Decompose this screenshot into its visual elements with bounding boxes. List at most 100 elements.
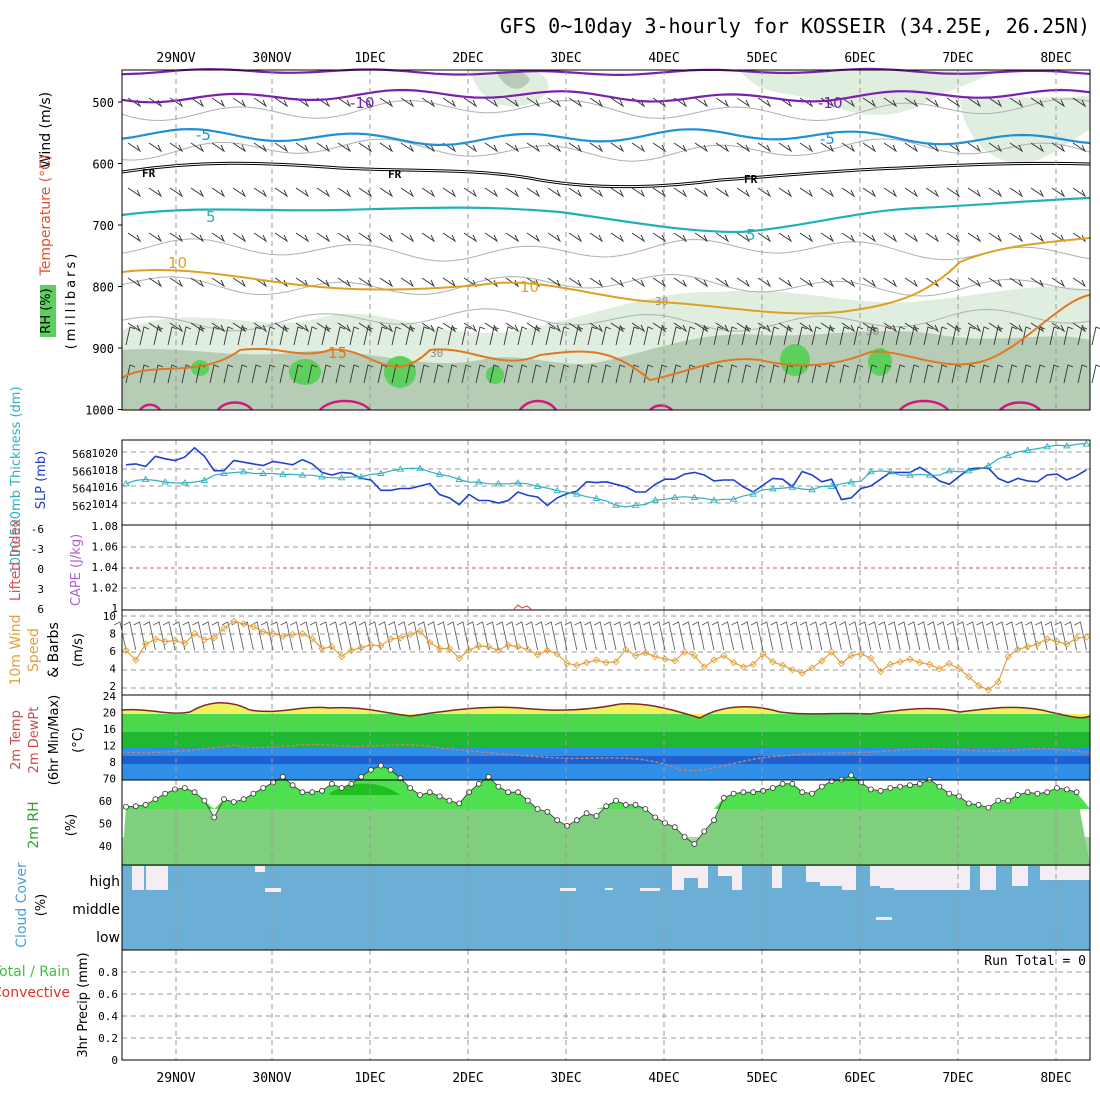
- thickness-marker: [200, 476, 209, 483]
- upper-frame: [121, 69, 1091, 411]
- wind10-barbs: [113, 621, 1087, 651]
- label-10-a: 10: [168, 254, 187, 272]
- barb: [463, 142, 478, 153]
- wind10-speed-marker: [122, 646, 130, 654]
- thickness-marker: [925, 471, 934, 478]
- rh2m-marker: [250, 790, 257, 797]
- precip-tick-3: 0.2: [98, 1032, 118, 1045]
- wind10-speed-marker: [465, 646, 473, 654]
- rh2m-marker: [573, 817, 580, 824]
- cloud-gap-mid: [876, 917, 892, 920]
- rh2m-marker: [505, 789, 512, 796]
- barb: [568, 232, 583, 243]
- barb: [778, 97, 793, 108]
- temp-tick-2: 16: [103, 723, 116, 736]
- barb: [232, 232, 247, 243]
- barb: [820, 277, 835, 288]
- thickness-marker: [808, 485, 816, 493]
- barb: [736, 187, 751, 198]
- rh2m-marker: [240, 796, 247, 803]
- wind10-barb: [741, 621, 754, 651]
- wind10-barb: [780, 621, 793, 651]
- barb: [685, 364, 696, 384]
- barb: [211, 142, 226, 153]
- barb: [1030, 232, 1045, 243]
- wind10-speed-marker: [925, 660, 934, 669]
- upper-tick-2: 700: [92, 219, 114, 233]
- wind10-speed-marker: [749, 660, 757, 669]
- barb: [967, 97, 982, 108]
- barb: [139, 364, 150, 384]
- cloud-ylabel: Cloud Cover: [14, 862, 30, 948]
- cloud-level-low: low: [96, 930, 120, 946]
- wind10-speed-marker: [298, 629, 307, 638]
- wind10-barb: [907, 621, 921, 651]
- rh2m-marker: [348, 780, 355, 787]
- rh-contour-0: [121, 98, 1091, 122]
- wind10-speed-marker: [377, 642, 385, 650]
- wind10-speed-marker: [435, 644, 444, 653]
- barb: [736, 142, 751, 153]
- thickness-marker: [318, 473, 326, 480]
- barb: [629, 364, 640, 384]
- barb: [463, 187, 478, 198]
- upper-tick-5: 1000: [85, 404, 114, 418]
- barb: [505, 142, 520, 153]
- thickness-marker: [573, 490, 581, 497]
- rh-green-blob-0: [191, 360, 209, 376]
- rh-upper-patch-3: [960, 95, 1090, 165]
- upper-ylabel-temp: Temperature (°C): [38, 155, 54, 277]
- temp-ylabel-a: 2m Temp: [9, 710, 24, 770]
- temp-ylabel-c: (6hr Min/Max): [47, 695, 62, 785]
- barb: [629, 326, 640, 346]
- barb: [699, 326, 710, 346]
- rh2m-marker: [554, 817, 561, 824]
- wind10-barb: [672, 621, 685, 651]
- barb: [988, 277, 1003, 288]
- rh2m-marker: [809, 790, 815, 797]
- temp-contour-20: [138, 399, 1041, 411]
- thickness-marker: [377, 469, 385, 476]
- rh2m-marker: [936, 783, 943, 790]
- dewpt-line: [121, 743, 1091, 772]
- thickness-marker: [514, 479, 522, 486]
- barb: [335, 364, 346, 384]
- wind10-barb: [1074, 621, 1087, 651]
- cloud-gap-2: [255, 866, 265, 872]
- wind10-speed-marker: [347, 646, 356, 654]
- barb: [853, 326, 864, 346]
- barb: [377, 326, 388, 346]
- wind10-barb: [476, 621, 489, 651]
- wind10-speed-marker: [239, 620, 248, 628]
- barb: [293, 364, 304, 384]
- barb: [475, 326, 486, 346]
- date-label-top-9: 8DEC: [1040, 51, 1071, 66]
- wind10-speed-marker: [1023, 643, 1032, 651]
- rh2m-marker: [485, 773, 492, 780]
- barb: [400, 187, 415, 198]
- wind10-speed-marker: [426, 638, 434, 647]
- barb: [895, 326, 906, 346]
- thickness-marker: [122, 479, 130, 487]
- wind10-speed-marker: [818, 657, 826, 665]
- barb: [503, 326, 514, 346]
- cloud-gap-7: [672, 866, 684, 890]
- barb: [883, 322, 898, 333]
- wind10-speed-marker: [475, 642, 483, 650]
- wind10-speed-marker: [279, 632, 287, 640]
- label-fr-b: FR: [388, 168, 402, 181]
- rh2m-marker: [368, 766, 374, 773]
- cloud-gap-18: [894, 866, 970, 890]
- wind10-barb: [554, 621, 568, 651]
- rh2m-marker: [750, 789, 757, 796]
- barb: [1007, 326, 1018, 346]
- cape-blip: [513, 604, 532, 610]
- barb: [925, 322, 940, 333]
- barb: [631, 187, 646, 198]
- wind10-barb: [701, 621, 715, 651]
- rh2m-marker: [1044, 789, 1051, 796]
- cloud-gap-6: [640, 888, 660, 891]
- barb: [295, 232, 310, 243]
- barb: [568, 187, 583, 198]
- precip-ylabel-c: 3hr Precip (mm): [76, 952, 91, 1057]
